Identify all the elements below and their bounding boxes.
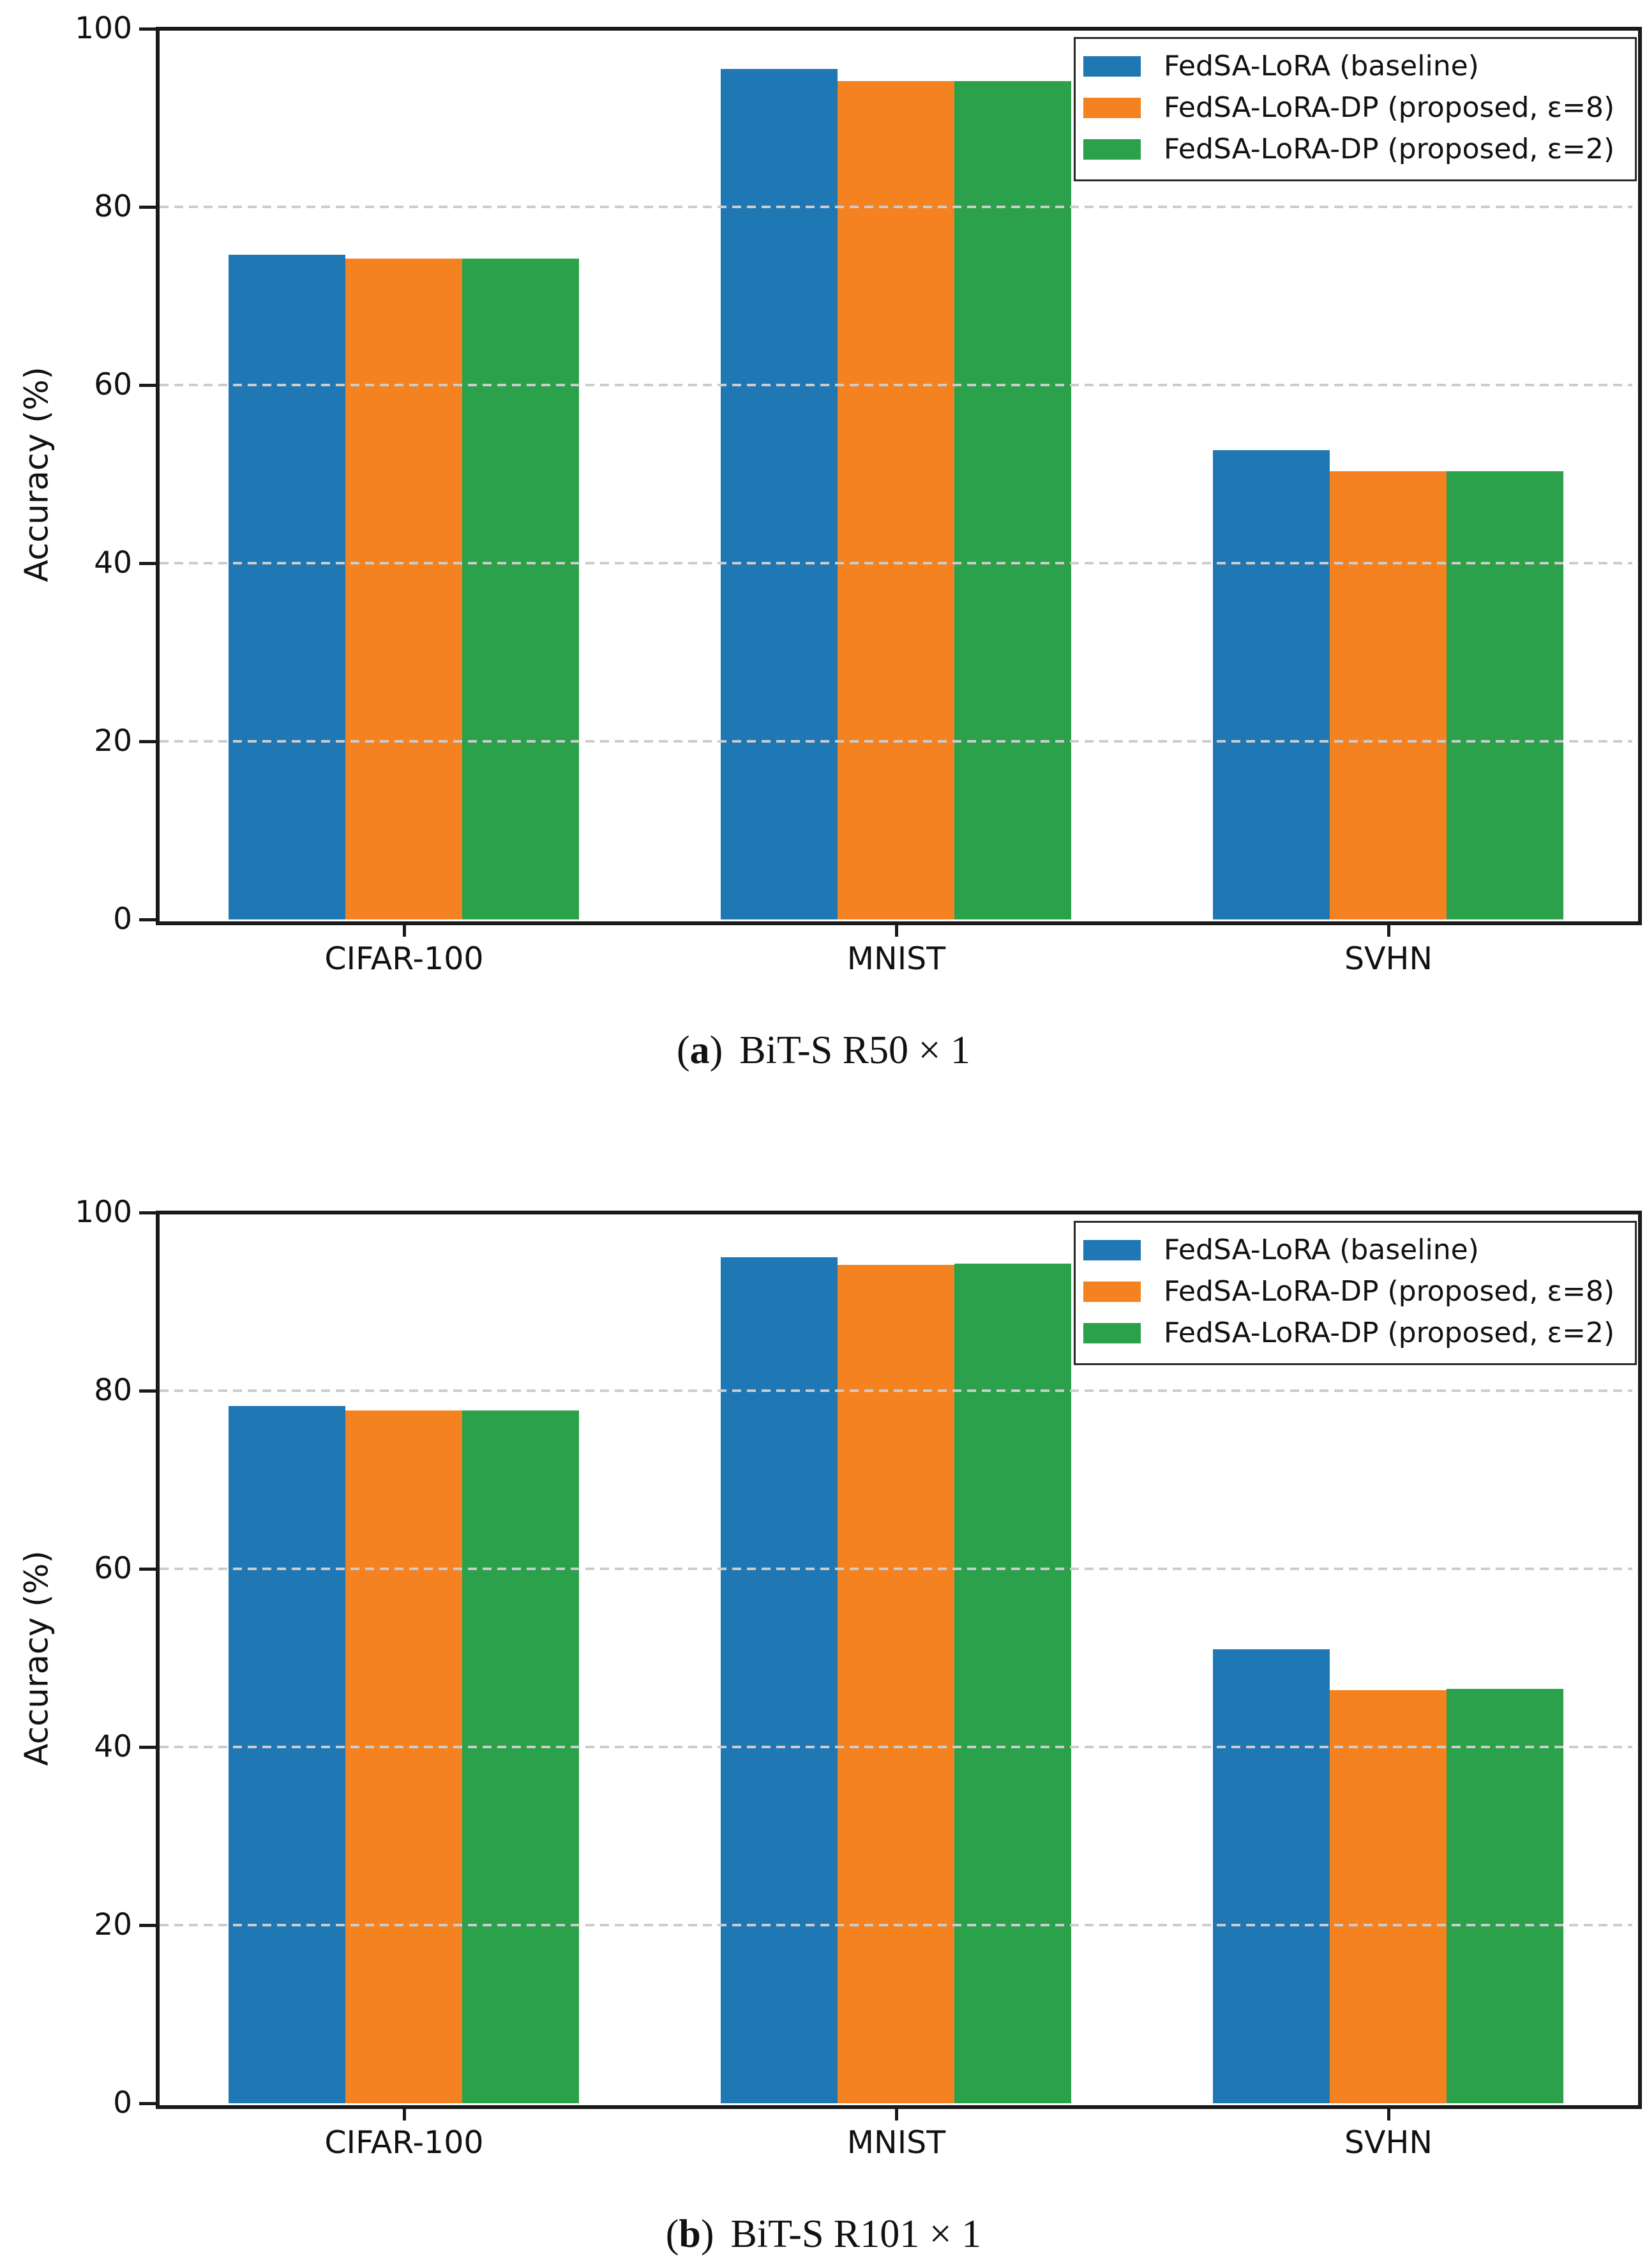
caption-a: (a) BiT-S R50 × 1 [0, 1024, 1647, 1077]
bar-cifar-100-s1 [345, 259, 462, 919]
bar-mnist-s1 [838, 1265, 954, 2103]
y-tick-label-0: 0 [113, 2085, 132, 2121]
y-tick-label-100: 100 [75, 1195, 132, 1230]
caption-b-letter: b [679, 2212, 701, 2256]
bar-mnist-s2 [954, 81, 1071, 919]
caption-a-close: ) [709, 1029, 723, 1072]
x-tick-label-0: CIFAR-100 [324, 941, 484, 977]
legend-row-2: FedSA-LoRA-DP (proposed, ε=2) [1083, 1312, 1614, 1354]
y-tick-label-0: 0 [113, 902, 132, 937]
gridline-40 [160, 1746, 1632, 1748]
legend-label-2: FedSA-LoRA-DP (proposed, ε=2) [1164, 133, 1615, 165]
bar-mnist-s1 [838, 81, 954, 919]
legend-label-0: FedSA-LoRA (baseline) [1164, 50, 1479, 82]
legend-swatch-1 [1083, 97, 1141, 118]
y-tick-label-20: 20 [94, 723, 132, 759]
y-tick-label-100: 100 [75, 11, 132, 46]
bar-svhn-s0 [1213, 450, 1330, 919]
x-tick-label-0: CIFAR-100 [324, 2124, 484, 2161]
y-tick-100 [139, 1211, 156, 1214]
legend-row-2: FedSA-LoRA-DP (proposed, ε=2) [1083, 128, 1614, 170]
gridline-60 [160, 1568, 1632, 1570]
y-tick-label-20: 20 [94, 1907, 132, 1942]
y-tick-label-60: 60 [94, 367, 132, 402]
gridline-40 [160, 562, 1632, 564]
legend-row-1: FedSA-LoRA-DP (proposed, ε=8) [1083, 87, 1614, 128]
bar-mnist-s2 [954, 1264, 1071, 2103]
caption-b-close: ) [700, 2212, 714, 2256]
legend-label-1: FedSA-LoRA-DP (proposed, ε=8) [1164, 91, 1615, 124]
legend-swatch-2 [1083, 1322, 1141, 1343]
x-tick-1 [895, 921, 898, 937]
bar-cifar-100-s2 [462, 259, 579, 919]
y-tick-60 [139, 384, 156, 387]
bar-svhn-s1 [1330, 1690, 1447, 2103]
legend [1074, 1221, 1637, 1365]
legend-row-1: FedSA-LoRA-DP (proposed, ε=8) [1083, 1271, 1614, 1312]
x-tick-label-1: MNIST [846, 941, 946, 977]
y-tick-100 [139, 27, 156, 31]
bar-svhn-s1 [1330, 471, 1447, 919]
y-tick-60 [139, 1568, 156, 1571]
legend-swatch-0 [1083, 56, 1141, 77]
bar-svhn-s0 [1213, 1649, 1330, 2103]
x-tick-2 [1387, 2105, 1390, 2121]
bar-mnist-s0 [721, 1257, 838, 2103]
caption-b-open: ( [665, 2212, 679, 2256]
bar-cifar-100-s0 [229, 1406, 345, 2103]
x-tick-label-2: SVHN [1344, 2124, 1433, 2161]
legend [1074, 37, 1637, 181]
gridline-20 [160, 740, 1632, 743]
x-tick-0 [403, 2105, 406, 2121]
caption-b: (b) BiT-S R101 × 1 [0, 2207, 1647, 2261]
legend-swatch-1 [1083, 1281, 1141, 1302]
bar-cifar-100-s2 [462, 1410, 579, 2103]
y-tick-20 [139, 1924, 156, 1927]
gridline-20 [160, 1924, 1632, 1926]
legend-label-0: FedSA-LoRA (baseline) [1164, 1234, 1479, 1266]
x-tick-label-1: MNIST [846, 2124, 946, 2161]
y-tick-20 [139, 740, 156, 743]
bar-svhn-s2 [1447, 1689, 1563, 2103]
y-tick-label-40: 40 [94, 545, 132, 580]
y-axis-label: Accuracy (%) [18, 367, 56, 582]
y-tick-label-80: 80 [94, 189, 132, 224]
gridline-80 [160, 1389, 1632, 1392]
y-tick-40 [139, 562, 156, 565]
legend-swatch-0 [1083, 1239, 1141, 1260]
y-tick-80 [139, 1389, 156, 1393]
legend-label-1: FedSA-LoRA-DP (proposed, ε=8) [1164, 1275, 1615, 1308]
bar-mnist-s0 [721, 69, 838, 919]
bar-svhn-s2 [1447, 471, 1563, 919]
x-tick-1 [895, 2105, 898, 2121]
legend-row-0: FedSA-LoRA (baseline) [1083, 1229, 1479, 1271]
caption-a-text: BiT-S R50 × 1 [739, 1029, 971, 1072]
y-tick-80 [139, 206, 156, 209]
bar-cifar-100-s1 [345, 1410, 462, 2103]
y-tick-label-40: 40 [94, 1729, 132, 1764]
chart-a: 0 20 40 60 80 100 CIFAR-100 MNIST SVHN Accuracy (… [18, 11, 1642, 977]
caption-b-text: BiT-S R101 × 1 [730, 2212, 982, 2256]
y-tick-0 [139, 2102, 156, 2105]
legend-swatch-2 [1083, 139, 1141, 160]
y-tick-label-80: 80 [94, 1373, 132, 1408]
caption-a-open: ( [676, 1029, 690, 1072]
y-tick-40 [139, 1746, 156, 1749]
gridline-60 [160, 384, 1632, 386]
y-tick-0 [139, 918, 156, 921]
y-tick-label-60: 60 [94, 1551, 132, 1586]
x-tick-2 [1387, 921, 1390, 937]
gridline-80 [160, 206, 1632, 208]
bar-cifar-100-s0 [229, 255, 345, 919]
y-axis-label: Accuracy (%) [18, 1550, 56, 1766]
legend-row-0: FedSA-LoRA (baseline) [1083, 45, 1479, 87]
caption-a-letter: a [689, 1029, 710, 1072]
x-tick-0 [403, 921, 406, 937]
legend-label-2: FedSA-LoRA-DP (proposed, ε=2) [1164, 1317, 1615, 1349]
x-tick-label-2: SVHN [1344, 941, 1433, 977]
